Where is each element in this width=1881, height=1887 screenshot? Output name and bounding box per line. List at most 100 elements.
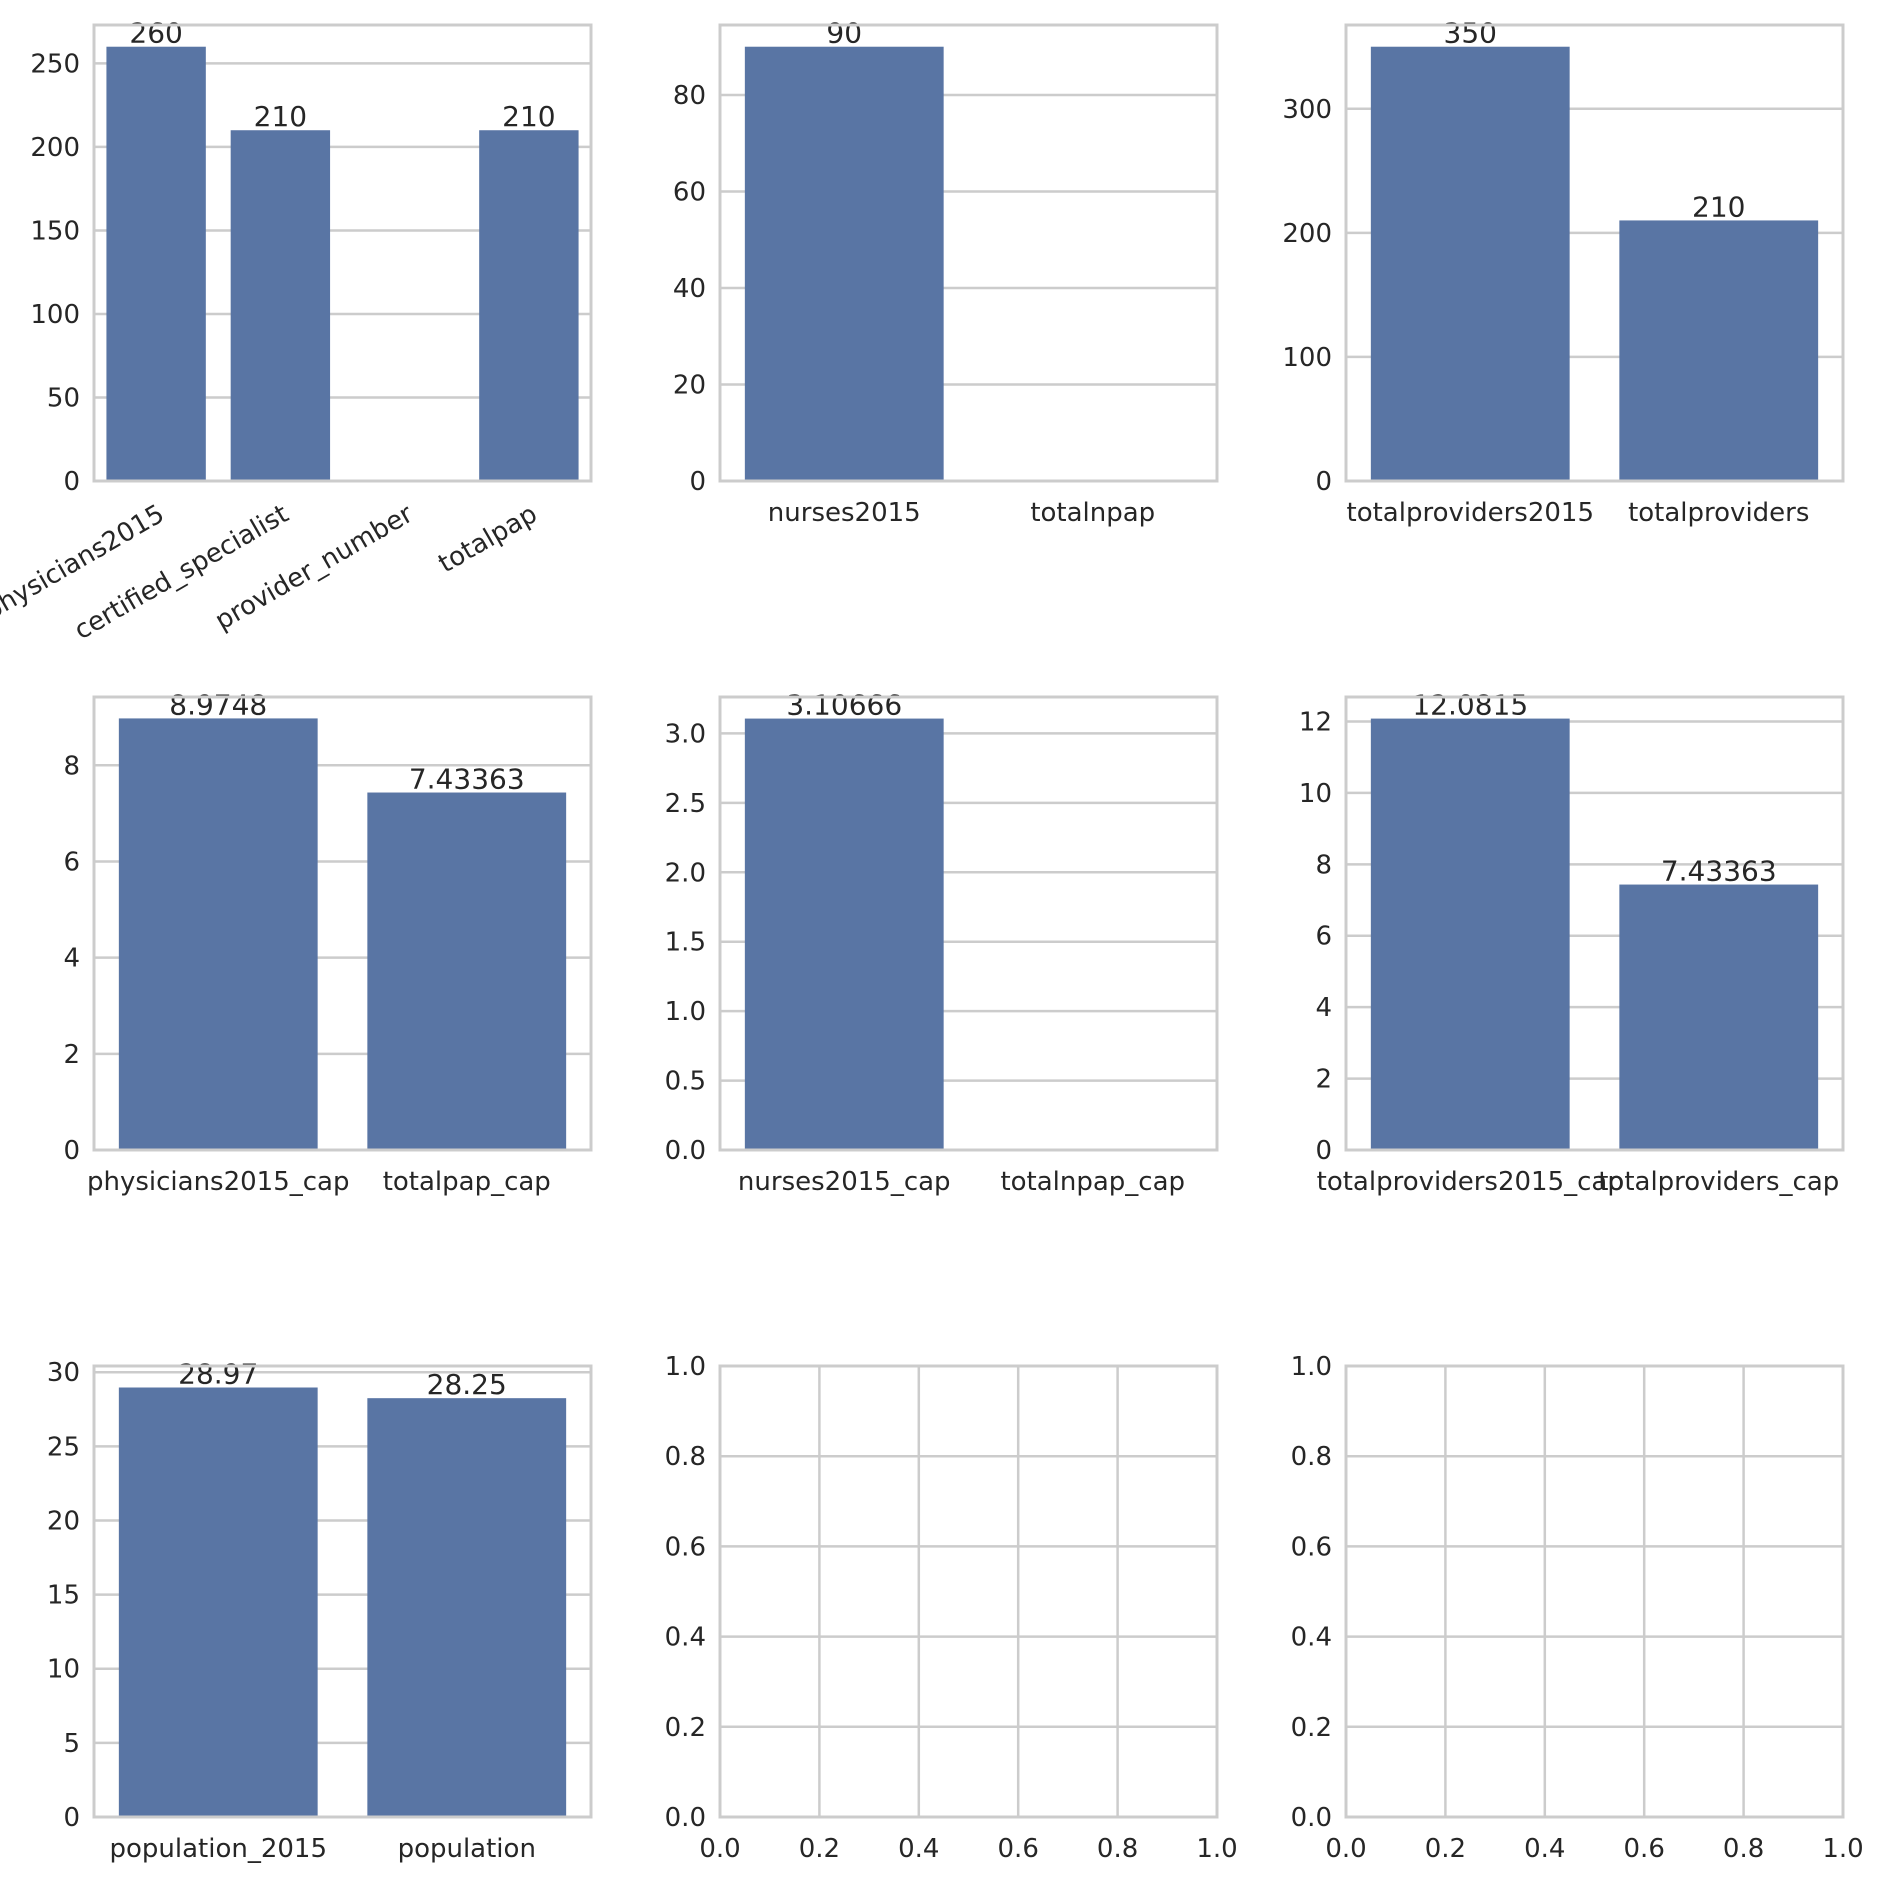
axes-frame <box>92 23 593 483</box>
y-tick-label: 0 <box>1315 1136 1332 1166</box>
x-tick-label: totalproviders2015 <box>1347 498 1595 528</box>
subplot-2: 0 20 40 60 80 90 nurses2015 totalnpap <box>673 17 1219 528</box>
bar-value-label: 210 <box>1692 190 1745 223</box>
bar-value-label: 12.0815 <box>1412 689 1528 722</box>
y-tick-label: 60 <box>673 177 706 207</box>
y-tick-label: 3.0 <box>665 719 706 749</box>
bar <box>106 46 206 481</box>
axes-frame <box>718 23 1219 483</box>
x-tick-label: totalproviders2015_cap <box>1317 1167 1624 1197</box>
bar <box>744 46 944 481</box>
x-tick-label: 0.4 <box>898 1834 939 1864</box>
y-tick-label: 300 <box>1282 95 1332 125</box>
y-tick-label: 4 <box>63 944 80 974</box>
axes-frame <box>718 695 1219 1152</box>
y-tick-label: 0.6 <box>1291 1532 1332 1562</box>
x-tick-label: 1.0 <box>1822 1834 1863 1864</box>
y-tick-label: 0 <box>63 467 80 497</box>
y-tick-label: 250 <box>30 49 80 79</box>
y-tick-label: 8 <box>63 751 80 781</box>
x-tick-label: totalnpap <box>1030 498 1155 528</box>
y-tick-label: 50 <box>47 383 80 413</box>
axes-frame <box>1344 23 1845 483</box>
x-tick-label: physicians2015_cap <box>87 1167 350 1197</box>
y-tick-label: 1.0 <box>1291 1352 1332 1382</box>
bar-value-label: 350 <box>1444 17 1497 50</box>
x-tick-label: 0.2 <box>799 1834 840 1864</box>
x-tick-label: nurses2015_cap <box>738 1167 951 1197</box>
y-tick-label: 0 <box>63 1803 80 1833</box>
x-tick-label: population_2015 <box>109 1834 327 1864</box>
bar <box>118 718 318 1150</box>
y-tick-label: 10 <box>47 1655 80 1685</box>
y-tick-label: 0 <box>63 1136 80 1166</box>
y-tick-label: 10 <box>1299 779 1332 809</box>
y-tick-label: 0.8 <box>665 1442 706 1472</box>
subplot-4: 0 2 4 6 8 8.9748 physicians2015_cap 7.43363 tota… <box>63 688 593 1197</box>
y-tick-label: 0.0 <box>1291 1803 1332 1833</box>
bar-value-label: 7.43363 <box>1661 855 1777 888</box>
y-tick-label: 0.5 <box>665 1067 706 1097</box>
subplot-6: 0 2 4 6 8 10 12 12.0815 totalproviders2015_cap 7.… <box>1299 689 1845 1197</box>
bar-value-label: 210 <box>254 100 307 133</box>
bar-value-label: 3.10666 <box>786 689 902 722</box>
y-tick-label: 5 <box>63 1729 80 1759</box>
bar <box>367 1398 567 1817</box>
y-tick-label: 0.2 <box>665 1713 706 1743</box>
y-tick-label: 20 <box>673 370 706 400</box>
y-tick-label: 200 <box>1282 219 1332 249</box>
x-tick-label: totalpap_cap <box>383 1167 551 1197</box>
bar <box>1619 884 1819 1150</box>
bar-value-label: 28.97 <box>178 1357 258 1390</box>
x-tick-label: 0.6 <box>1624 1834 1665 1864</box>
bar <box>118 1387 318 1817</box>
subplot-7: 0 5 10 15 20 25 30 28.97 population_2015 28.25 pop… <box>47 1357 593 1864</box>
x-tick-label: population <box>398 1834 536 1864</box>
y-tick-label: 0.4 <box>1291 1623 1332 1653</box>
y-tick-label: 2 <box>1315 1065 1332 1095</box>
y-tick-label: 0.8 <box>1291 1442 1332 1472</box>
bar-value-label: 28.25 <box>427 1368 507 1401</box>
bar-value-label: 7.43363 <box>409 763 525 796</box>
subplot-3: 0 100 200 300 350 totalproviders2015 210 totalp… <box>1282 17 1845 528</box>
y-tick-label: 8 <box>1315 850 1332 880</box>
x-tick-label: totalproviders <box>1628 498 1809 528</box>
y-tick-label: 0.0 <box>665 1136 706 1166</box>
y-tick-label: 30 <box>47 1358 80 1388</box>
y-tick-label: 1.0 <box>665 1352 706 1382</box>
subplot-9: 0.0 0.2 0.4 0.6 0.8 1.0 0.0 0.2 0.4 0.6 0.8 1.0 <box>1291 1352 1864 1864</box>
x-tick-label: 0.4 <box>1524 1834 1565 1864</box>
y-tick-label: 40 <box>673 274 706 304</box>
subplot-8: 0.0 0.2 0.4 0.6 0.8 1.0 0.0 0.2 0.4 0.6 0.8 1.0 <box>665 1352 1238 1864</box>
y-tick-label: 0.4 <box>665 1623 706 1653</box>
y-tick-label: 2 <box>63 1040 80 1070</box>
bar <box>479 130 579 481</box>
y-tick-label: 0.2 <box>1291 1713 1332 1743</box>
y-tick-label: 1.0 <box>665 997 706 1027</box>
x-tick-label: 0.0 <box>1325 1834 1366 1864</box>
axes-frame <box>718 1364 1219 1819</box>
bar-value-label: 210 <box>502 100 555 133</box>
y-tick-label: 15 <box>47 1581 80 1611</box>
y-tick-label: 80 <box>673 81 706 111</box>
y-tick-label: 20 <box>47 1506 80 1536</box>
y-tick-label: 150 <box>30 216 80 246</box>
subplot-5: 0.0 0.5 1.0 1.5 2.0 2.5 3.0 3.10666 nurses2015_c… <box>665 689 1219 1197</box>
x-tick-label: totalnpap_cap <box>1000 1167 1185 1197</box>
axes-frame <box>1344 695 1845 1152</box>
bar <box>230 130 331 481</box>
y-tick-label: 0.6 <box>665 1532 706 1562</box>
bar <box>1370 718 1570 1150</box>
x-tick-label: 0.0 <box>699 1834 740 1864</box>
x-tick-label: totalpap <box>433 499 542 579</box>
bar-value-label: 90 <box>826 17 862 50</box>
x-tick-label: 0.8 <box>1723 1834 1764 1864</box>
y-tick-label: 0.0 <box>665 1803 706 1833</box>
axes-frame <box>1344 1364 1845 1819</box>
y-tick-label: 25 <box>47 1432 80 1462</box>
x-tick-label: certified_specialist <box>69 499 294 646</box>
x-tick-label: 0.6 <box>998 1834 1039 1864</box>
x-tick-label: 0.2 <box>1425 1834 1466 1864</box>
bar-value-label: 260 <box>129 17 182 50</box>
y-tick-label: 200 <box>30 133 80 163</box>
